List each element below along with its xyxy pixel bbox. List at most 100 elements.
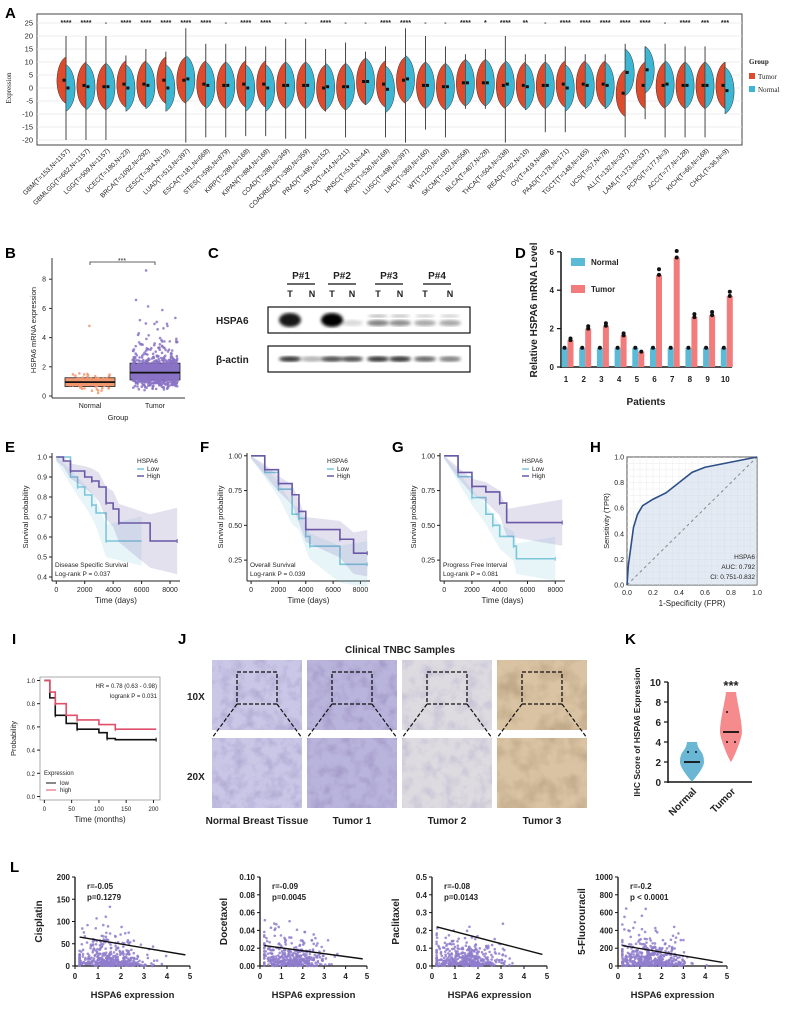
scatter-point [661,964,664,968]
regression-line [436,926,543,956]
scatter-point [435,936,439,939]
data-point [727,293,732,298]
scatter-point [621,949,624,953]
scatter-point [444,959,448,962]
blot-band [439,320,461,326]
correlation-p: p < 0.0001 [630,893,669,902]
scatter-point [653,951,657,955]
legend-label: Normal [591,258,619,267]
scatter-point [93,960,96,963]
bar-tumor [602,325,609,367]
scatter-point [289,936,293,939]
scatter-point [682,963,686,967]
significance-label: - [444,20,447,27]
scatter-point [92,957,96,960]
scatter-point [109,943,112,946]
data-point [158,346,161,349]
data-point [151,387,155,390]
data-point [170,349,174,352]
scatter-point [443,950,447,953]
data-point [154,350,157,353]
data-point [152,378,156,382]
plot-frame [39,676,161,801]
scatter-point [500,961,503,965]
median-marker [581,82,585,86]
violin [720,692,742,762]
x-tick-label: 2 [119,972,124,981]
median-marker [621,91,625,95]
x-tick-label: 6000 [134,587,150,594]
scatter-point [639,937,642,941]
data-point [159,373,163,376]
scatter-point [444,936,448,940]
scatter-point [649,956,652,959]
data-point [89,377,93,380]
lane-label: N [349,289,356,299]
scatter-point [464,955,467,959]
scatter-point [476,953,479,956]
scatter-point [124,961,128,964]
y-tick-label: 0.8 [27,702,36,708]
panel-label-l: L [10,859,19,876]
scatter-point [644,963,648,967]
median-marker [206,83,210,87]
scatter-point [464,944,468,948]
scatter-point [101,952,105,956]
scatter-point [129,956,133,960]
significance-label: **** [680,20,691,27]
scatter-point [439,958,443,961]
scatter-point [264,954,267,958]
scatter-point [490,943,494,947]
violin-half-normal [525,62,535,111]
scatter-point [470,953,474,956]
data-point [162,381,166,384]
scatter-point [643,930,647,934]
significance-label: ** [523,20,529,27]
y-tick-label: 0.9 [37,475,47,482]
scatter-point [139,963,143,967]
scatter-point [638,950,642,954]
scatter-point [278,955,281,959]
data-point [137,341,141,344]
scatter-point [482,953,485,956]
scatter-point [316,961,320,964]
median-marker [166,86,170,90]
data-point [146,365,149,369]
significance-label: **** [240,20,251,27]
zoom-region-box [521,671,563,705]
zoom-connector [211,703,238,739]
data-point [161,374,165,377]
scatter-point [127,941,130,944]
x-tick-label: 0.2 [648,590,658,597]
scatter-point [135,957,139,961]
panel-label-d: D [515,245,526,262]
x-tick-label: Tumor [709,786,738,815]
scatter-point [267,956,271,959]
y-tick-label: 0.10 [239,873,255,882]
data-point [132,360,136,364]
scatter-point [657,956,660,959]
panel-g-km-plot: 1.00 0.75 0.50 0.25 0 2000 4000 6000 8000 Time (d… [409,453,565,605]
significance-label: **** [620,20,631,27]
scatter-point [508,957,512,960]
data-point [143,385,147,389]
x-tick-label: 4000 [298,587,314,594]
x-tick-label: 8000 [162,587,178,594]
scatter-point [439,950,443,954]
x-axis-label: HSPA6 expression [272,990,356,1001]
scatter-point [667,964,670,967]
data-point [139,367,143,371]
scatter-point [644,956,648,960]
blot-band [341,356,363,362]
scatter-point [262,947,266,950]
scatter-point [670,950,673,953]
scatter-point [653,961,657,965]
scatter-point [673,947,676,950]
scatter-point [139,943,143,946]
data-point [148,358,151,361]
scatter-point [448,959,452,963]
y-tick-label: 1.00 [228,453,242,460]
x-tick-label: 50 [68,807,75,813]
data-point [93,383,97,386]
scatter-point [109,946,113,950]
